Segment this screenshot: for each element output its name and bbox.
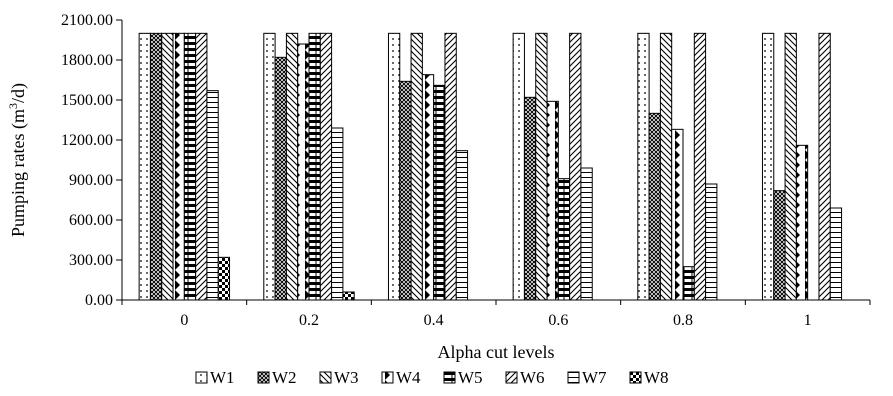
- bar-w4-0: [172, 32, 185, 301]
- x-tick-label: 0.8: [673, 312, 693, 329]
- legend-label-w2: W2: [272, 368, 297, 387]
- bar-w5-0_2: [308, 32, 321, 301]
- y-tick-label: 600.00: [69, 212, 113, 229]
- legend-swatch-w7: [567, 371, 580, 384]
- bar-w7-0_8: [705, 183, 718, 301]
- y-tick-label: 1500.00: [61, 92, 113, 109]
- bar-w6-1: [818, 32, 831, 301]
- bar-w8-0: [217, 256, 231, 301]
- bar-w7-0: [206, 90, 219, 301]
- legend-swatch-w8: [629, 371, 642, 384]
- bars: [138, 32, 843, 301]
- bar-w4-1: [795, 144, 809, 301]
- legend-label-w6: W6: [520, 368, 545, 387]
- bar-w4-0_4: [421, 74, 435, 301]
- y-axis-title: Pumping rates (m3/d): [6, 83, 29, 237]
- bar-w2-0_6: [523, 96, 537, 301]
- bar-w4-0_2: [297, 43, 310, 301]
- legend-label-w1: W1: [210, 368, 235, 387]
- bar-w1-0_6: [512, 32, 525, 301]
- bar-w3-0_4: [410, 32, 423, 301]
- y-axis: 0.00 300.00 600.00 900.00 1200.00 1500.00 1800…: [61, 12, 123, 309]
- y-tick-label: 300.00: [69, 252, 113, 269]
- legend-swatch-w3: [319, 371, 332, 384]
- legend-label-w7: W7: [582, 368, 607, 387]
- legend-swatch-w2: [257, 371, 270, 384]
- x-tick-label: 0.6: [548, 312, 568, 329]
- x-axis: 0 0.2 0.4 0.6 0.8 1: [121, 299, 871, 329]
- bar-w5-0_6: [557, 178, 571, 301]
- bar-w6-0: [195, 32, 208, 301]
- y-tick-label: 1200.00: [61, 132, 113, 149]
- bar-w3-0_8: [659, 32, 673, 301]
- y-tick-label: 2100.00: [61, 12, 113, 29]
- y-tick-label: 1800.00: [61, 52, 113, 69]
- x-tick-label: 0: [180, 312, 188, 329]
- x-tick-label: 0.4: [424, 312, 444, 329]
- bar-w8-0_2: [342, 291, 355, 301]
- bar-w1-0_8: [637, 32, 650, 301]
- bar-w6-0_8: [693, 32, 707, 301]
- x-tick-label: 0.2: [299, 312, 319, 329]
- bar-w6-0_6: [569, 32, 582, 301]
- bar-w4-0_8: [671, 128, 684, 301]
- bar-w7-0_4: [455, 150, 469, 301]
- legend-label-w4: W4: [396, 368, 421, 387]
- x-tick-label: 1: [804, 312, 812, 329]
- bar-w5-0: [183, 32, 197, 301]
- bar-w1-0_2: [263, 32, 276, 301]
- legend-swatch-w5: [443, 371, 456, 384]
- bar-w2-0: [149, 32, 163, 301]
- bar-w6-0_2: [319, 32, 333, 301]
- bar-w2-0_8: [648, 112, 661, 301]
- bar-w1-0_4: [387, 32, 401, 301]
- y-tick-label: 0.00: [85, 292, 113, 309]
- legend-label-w3: W3: [334, 368, 359, 387]
- legend-swatch-w1: [195, 371, 208, 384]
- bar-w7-0_6: [580, 167, 593, 301]
- legend-swatch-w6: [505, 371, 518, 384]
- bar-w7-0_2: [331, 127, 344, 301]
- bar-w5-0_4: [433, 84, 446, 301]
- bar-w3-1: [784, 32, 797, 301]
- legend-swatch-w4: [381, 371, 394, 384]
- bar-w2-0_2: [274, 56, 287, 301]
- legend: W1 W2 W3 W4 W5 W6 W7 W8: [195, 368, 669, 387]
- bar-w2-1: [773, 190, 786, 301]
- bar-w1-0: [138, 32, 151, 301]
- bar-w6-0_4: [444, 32, 457, 301]
- legend-label-w8: W8: [644, 368, 669, 387]
- bar-w3-0_6: [535, 32, 548, 301]
- bar-w3-0_2: [285, 32, 299, 301]
- x-axis-title: Alpha cut levels: [438, 342, 555, 362]
- bar-w1-1: [761, 32, 775, 301]
- bar-w7-1: [829, 207, 843, 301]
- bar-w5-0_8: [682, 266, 695, 301]
- legend-label-w5: W5: [458, 368, 483, 387]
- bar-w4-0_6: [546, 100, 559, 301]
- bar-w2-0_4: [399, 80, 412, 301]
- bar-w3-0: [161, 32, 174, 301]
- y-tick-label: 900.00: [69, 172, 113, 189]
